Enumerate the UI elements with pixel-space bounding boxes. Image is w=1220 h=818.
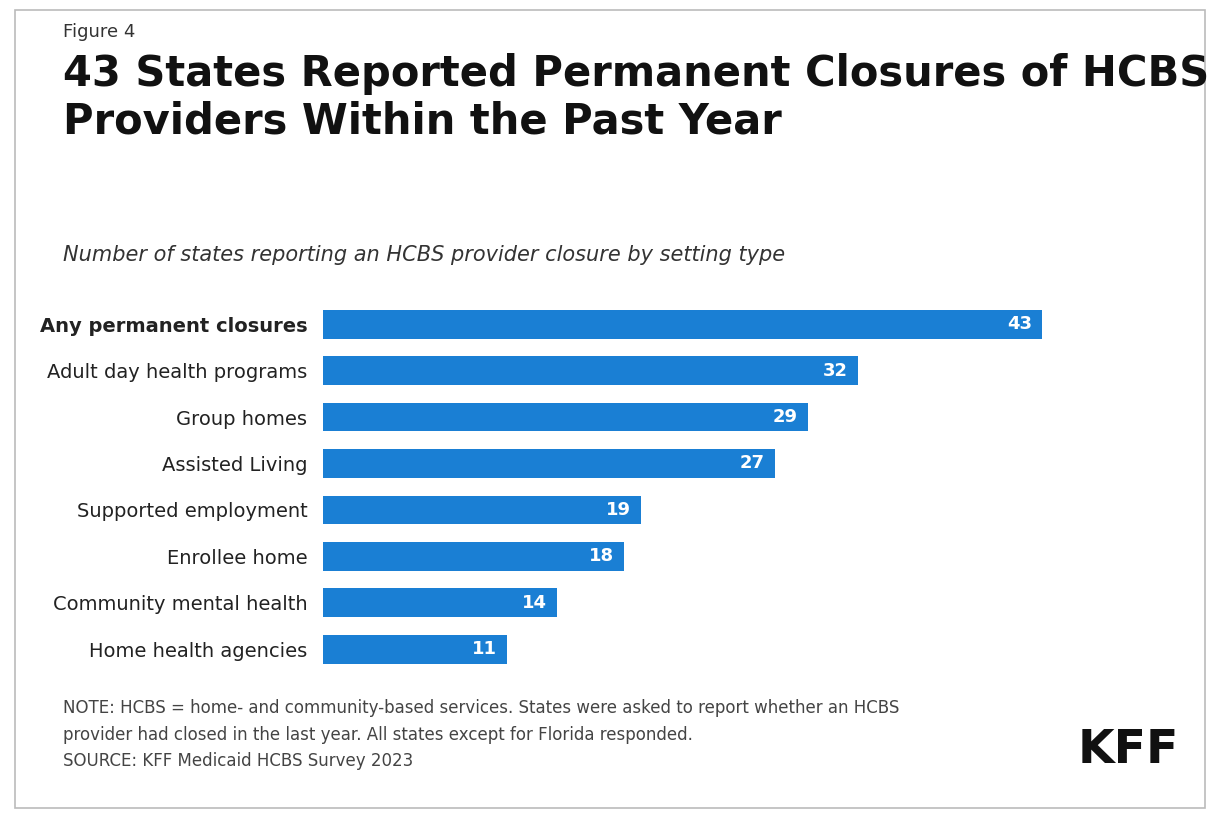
Bar: [323, 449, 775, 478]
Text: 29: 29: [773, 408, 798, 426]
Bar: [323, 496, 640, 524]
Bar: [323, 588, 558, 618]
Text: Figure 4: Figure 4: [63, 23, 135, 41]
Bar: [323, 542, 625, 571]
Text: NOTE: HCBS = home- and community-based services. States were asked to report whe: NOTE: HCBS = home- and community-based s…: [63, 699, 900, 771]
Text: Number of states reporting an HCBS provider closure by setting type: Number of states reporting an HCBS provi…: [63, 245, 786, 265]
Text: 14: 14: [522, 594, 548, 612]
Text: 32: 32: [824, 362, 848, 380]
Text: KFF: KFF: [1077, 728, 1180, 773]
Text: 43 States Reported Permanent Closures of HCBS
Providers Within the Past Year: 43 States Reported Permanent Closures of…: [63, 53, 1210, 142]
Text: 43: 43: [1006, 315, 1032, 333]
Bar: [323, 356, 858, 385]
Text: 11: 11: [472, 640, 497, 658]
Text: 27: 27: [739, 455, 765, 473]
Bar: [323, 402, 808, 431]
Bar: [323, 635, 508, 663]
Text: 19: 19: [606, 501, 631, 519]
Bar: [323, 310, 1042, 339]
Text: 18: 18: [589, 547, 614, 565]
